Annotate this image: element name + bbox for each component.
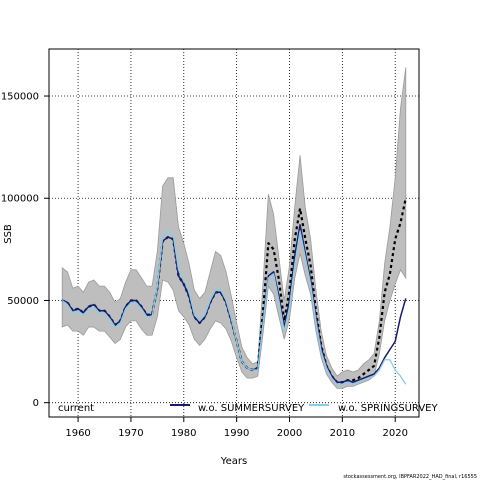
legend-label-2: w.o. SUMMERSURVEY — [198, 403, 305, 414]
x-tick-label: 1980 — [171, 428, 196, 439]
legend-label-1: current — [58, 403, 94, 414]
series-line-1 — [61, 198, 407, 384]
y-axis-title: SSB — [3, 224, 14, 244]
y-tick-label: 0 — [33, 398, 39, 409]
confidence-band — [61, 67, 407, 389]
x-tick-label: 1990 — [224, 428, 249, 439]
y-axis: 0 50000 100000 150000 — [1, 92, 49, 409]
footnote: stockassessment.org, IBPFAR2022_HAD_fina… — [343, 474, 477, 480]
x-axis-title: Years — [220, 456, 247, 467]
legend: current w.o. SUMMERSURVEY w.o. SPRINGSURVE… — [58, 403, 438, 414]
series-layer — [61, 198, 407, 385]
grid — [49, 49, 419, 417]
y-tick-label: 50000 — [7, 296, 39, 307]
x-tick-label: 1960 — [65, 428, 90, 439]
x-axis: 1960 1970 1980 1990 2000 2010 2020 — [65, 417, 408, 439]
confidence-band-layer — [61, 67, 407, 389]
legend-label-3: w.o. SPRINGSURVEY — [338, 403, 438, 414]
y-tick-label: 150000 — [1, 92, 39, 103]
x-tick-label: 2020 — [382, 428, 407, 439]
x-tick-label: 2000 — [277, 428, 302, 439]
y-tick-label: 100000 — [1, 194, 39, 205]
plot-frame — [48, 48, 420, 418]
x-tick-label: 2010 — [330, 428, 355, 439]
x-tick-label: 1970 — [118, 428, 143, 439]
series-line-3 — [61, 230, 407, 385]
